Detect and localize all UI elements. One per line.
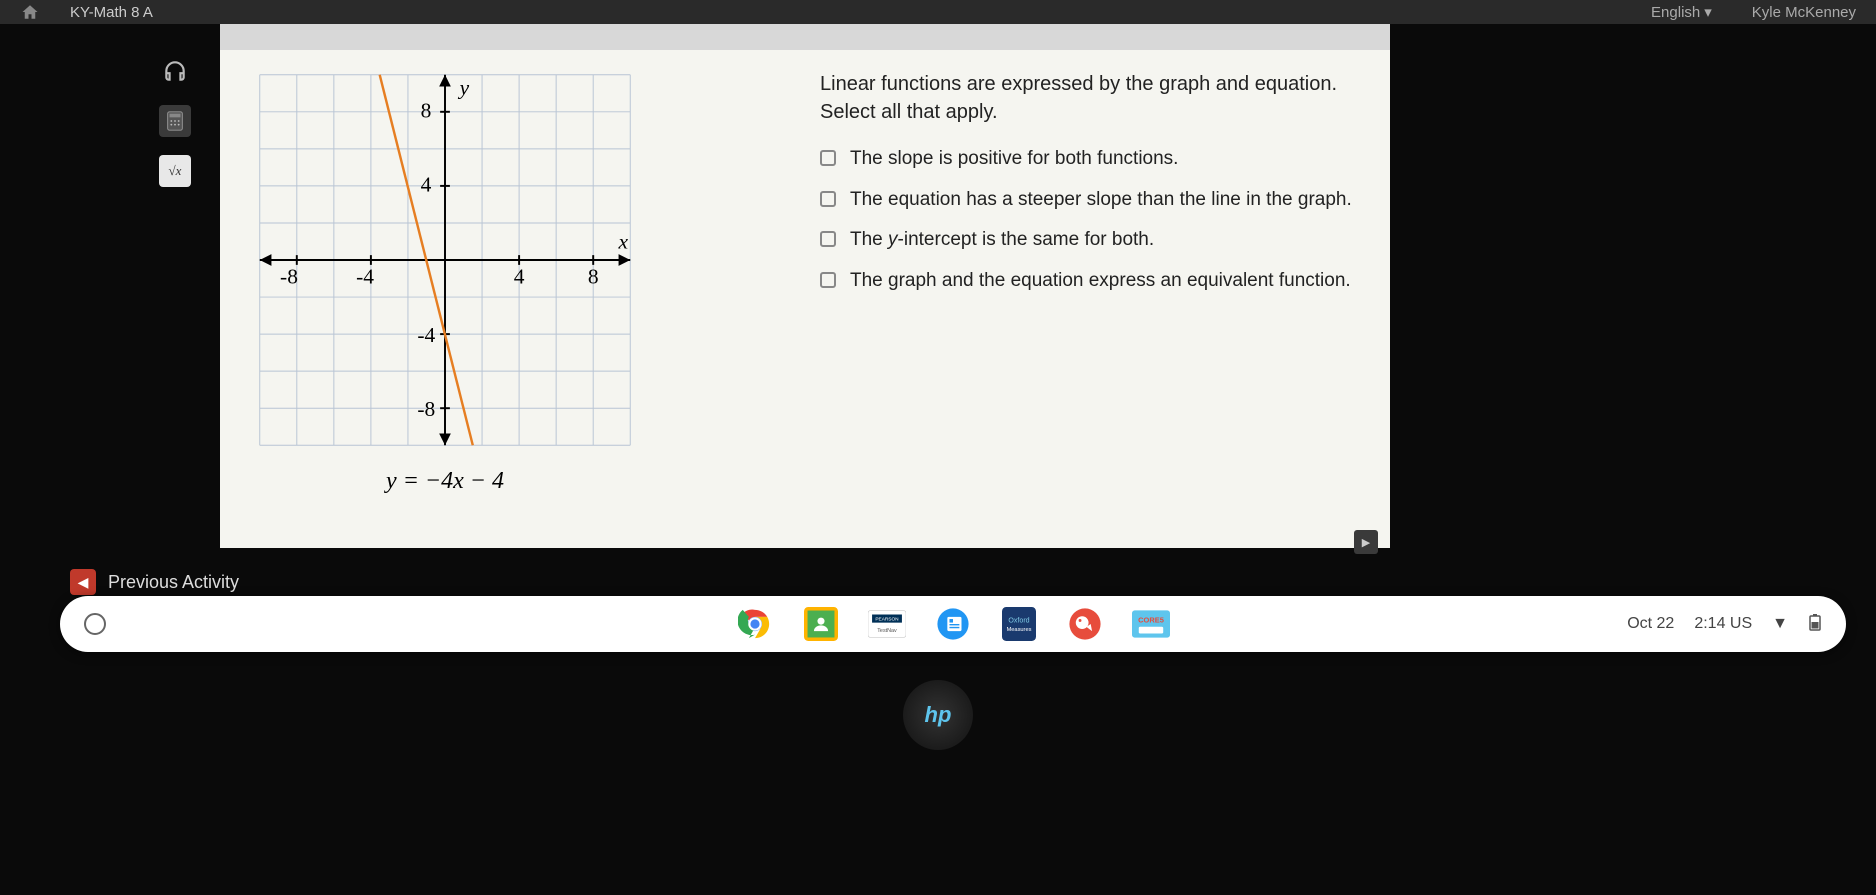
svg-text:PEARSON: PEARSON [875, 617, 899, 623]
svg-text:8: 8 [588, 264, 599, 288]
taskbar-app-pearson[interactable]: PEARSON TestNav [868, 605, 906, 643]
option-checkbox-1[interactable] [820, 191, 836, 207]
option-text-3: The graph and the equation express an eq… [850, 268, 1351, 295]
system-tray[interactable]: Oct 22 2:14 US ▼ [1627, 613, 1822, 636]
graph-area: y x -8 -4 4 8 8 4 -4 -8 y = −4x − 4 [250, 65, 640, 525]
launcher-button[interactable] [84, 613, 106, 635]
hp-logo: hp [903, 680, 973, 750]
username-label: Kyle McKenney [1752, 4, 1856, 21]
taskbar-app-app-blue[interactable] [934, 605, 972, 643]
hp-logo-text: hp [925, 702, 952, 728]
option-row-1: The equation has a steeper slope than th… [820, 187, 1360, 214]
svg-text:Oxford: Oxford [1008, 617, 1029, 625]
option-text-0: The slope is positive for both functions… [850, 146, 1178, 173]
svg-text:4: 4 [514, 264, 525, 288]
coordinate-graph: y x -8 -4 4 8 8 4 -4 -8 [250, 65, 640, 455]
taskbar-app-app-navy[interactable]: Oxford Measures [1000, 605, 1038, 643]
option-row-3: The graph and the equation express an eq… [820, 268, 1360, 295]
question-area: Linear functions are expressed by the gr… [820, 70, 1360, 308]
task-icons: PEARSON TestNav Oxford Measures CORE5 [736, 605, 1170, 643]
calculator-tool[interactable] [159, 105, 191, 137]
tray-date: Oct 22 [1627, 615, 1674, 633]
battery-icon [1808, 613, 1822, 636]
previous-arrow-button[interactable]: ◀ [70, 569, 96, 595]
option-text-1: The equation has a steeper slope than th… [850, 187, 1352, 214]
taskbar-app-core5[interactable]: CORE5 [1132, 605, 1170, 643]
audio-tool[interactable] [159, 55, 191, 87]
formula-tool[interactable]: √x [159, 155, 191, 187]
headphones-icon [162, 58, 188, 84]
svg-text:-4: -4 [356, 264, 374, 288]
svg-text:-8: -8 [417, 397, 435, 421]
question-prompt: Linear functions are expressed by the gr… [820, 70, 1360, 126]
tray-locale: US [1730, 615, 1752, 632]
chevron-down-icon: ▾ [1704, 3, 1712, 21]
language-label: English [1651, 4, 1700, 21]
option-text-2: The y-intercept is the same for both. [850, 227, 1154, 254]
top-right: English ▾ Kyle McKenney [1651, 3, 1856, 21]
language-selector[interactable]: English ▾ [1651, 3, 1712, 21]
option-row-2: The y-intercept is the same for both. [820, 227, 1360, 254]
top-bar: KY-Math 8 A English ▾ Kyle McKenney [0, 0, 1876, 24]
taskbar-app-app-red[interactable] [1066, 605, 1104, 643]
previous-activity-link[interactable]: Previous Activity [108, 572, 239, 593]
formula-icon-label: √x [169, 163, 182, 179]
svg-text:4: 4 [421, 173, 432, 197]
wifi-icon: ▼ [1772, 615, 1788, 633]
option-checkbox-3[interactable] [820, 272, 836, 288]
svg-text:-8: -8 [280, 264, 298, 288]
home-icon[interactable] [20, 3, 40, 21]
svg-text:TestNav: TestNav [877, 628, 897, 634]
calculator-icon [164, 110, 186, 132]
option-checkbox-0[interactable] [820, 150, 836, 166]
svg-text:Measures: Measures [1007, 627, 1032, 633]
option-checkbox-2[interactable] [820, 231, 836, 247]
content-panel: y x -8 -4 4 8 8 4 -4 -8 y = −4x − 4 Line… [220, 24, 1390, 548]
option-row-0: The slope is positive for both functions… [820, 146, 1360, 173]
course-title: KY-Math 8 A [70, 4, 153, 21]
taskbar: PEARSON TestNav Oxford Measures CORE5 Oct 22… [60, 596, 1846, 652]
x-axis-label: x [618, 229, 629, 253]
taskbar-app-chrome[interactable] [736, 605, 774, 643]
svg-text:-4: -4 [417, 323, 435, 347]
equation-text: y = −4x − 4 [250, 468, 640, 495]
svg-text:8: 8 [421, 99, 432, 123]
svg-text:CORE5: CORE5 [1138, 616, 1164, 625]
taskbar-app-classroom[interactable] [802, 605, 840, 643]
tray-time: 2:14 [1694, 615, 1725, 632]
side-tools: √x [155, 55, 195, 187]
y-axis-label: y [458, 75, 470, 99]
expand-button[interactable]: ▶ [1354, 530, 1378, 554]
